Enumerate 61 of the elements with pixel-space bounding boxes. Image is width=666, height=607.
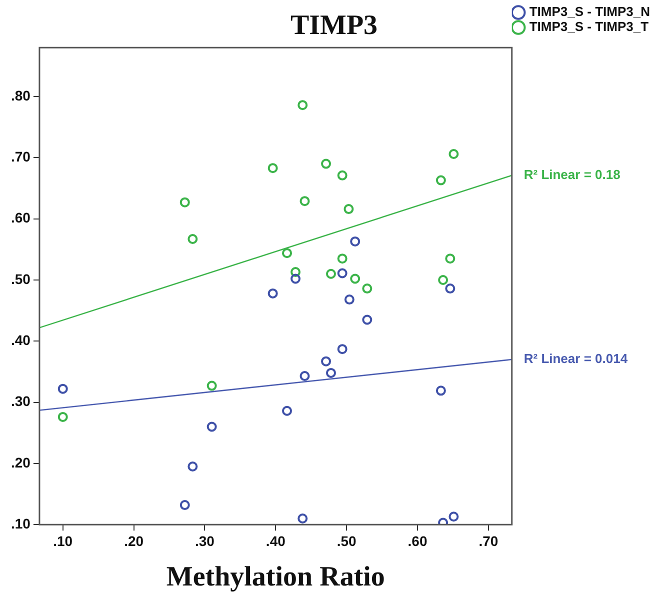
point (321, 158, 332, 169)
x-axis-title: Methylation Ratio (166, 561, 385, 592)
point (326, 268, 336, 279)
x-tick-label: .20 (124, 532, 144, 549)
point (290, 274, 301, 284)
point (298, 100, 308, 110)
point (188, 234, 198, 244)
point (321, 356, 332, 366)
y-tick-label: .80 (10, 87, 31, 104)
x-tick-label: .10 (53, 532, 73, 549)
point (350, 236, 360, 246)
point (436, 386, 446, 396)
point (206, 422, 217, 432)
point (445, 284, 456, 294)
y-tick-label: .40 (10, 332, 31, 348)
point (300, 196, 310, 206)
x-tick-label: .70 (478, 532, 498, 549)
point (188, 462, 198, 472)
x-tick-label: .30 (194, 532, 215, 549)
point (326, 368, 336, 378)
point (300, 370, 310, 381)
y-tick-label: .60 (10, 210, 31, 226)
point (350, 274, 360, 284)
x-tick-label: .50 (336, 532, 357, 549)
y-tick-label: .30 (10, 393, 31, 410)
x-tick-label: .60 (408, 532, 428, 549)
point (445, 254, 456, 264)
legend-label: TIMP3_S - TIMP3_T (529, 19, 649, 34)
point (180, 500, 190, 510)
point (58, 384, 68, 394)
point (448, 512, 459, 522)
point (206, 380, 217, 391)
y-tick-label: .20 (10, 454, 31, 470)
point (438, 274, 448, 285)
legend-label: TIMP3_S - TIMP3_N (529, 4, 650, 20)
point (180, 197, 190, 208)
annotation: R² Linear = 0.18 (524, 166, 620, 182)
point (436, 175, 446, 186)
chart-title: TIMP3 (290, 10, 378, 42)
point (58, 412, 68, 422)
point (337, 344, 348, 354)
point (344, 204, 354, 214)
point (344, 294, 354, 305)
point (282, 406, 292, 416)
y-tick-label: .10 (10, 515, 31, 532)
annotation: R² Linear = 0.014 (524, 351, 628, 366)
y-tick-label: .70 (10, 148, 31, 165)
point (290, 267, 301, 278)
point (298, 513, 308, 524)
point (268, 163, 278, 174)
point (362, 284, 372, 294)
y-tick-label: .50 (10, 270, 31, 287)
point (282, 248, 292, 258)
point (337, 268, 348, 278)
point (438, 518, 448, 525)
point (337, 254, 348, 264)
x-tick-label: .40 (266, 532, 286, 549)
point (337, 170, 348, 180)
point (448, 149, 459, 160)
point (268, 288, 278, 298)
point (362, 314, 372, 325)
